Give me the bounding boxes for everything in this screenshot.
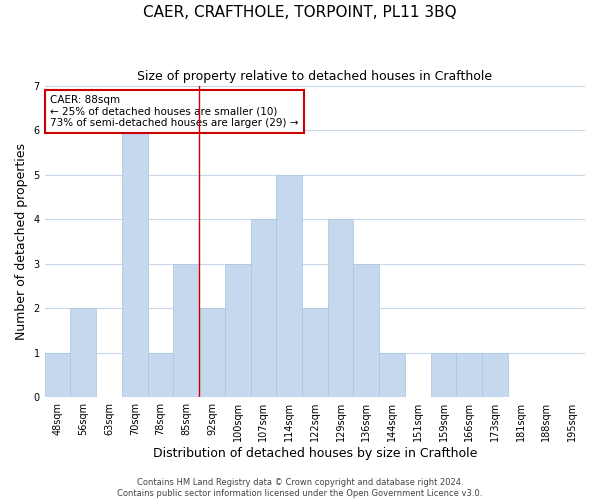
Bar [482, 352, 508, 397]
Bar [199, 308, 225, 397]
Bar [122, 130, 148, 397]
Bar [457, 352, 482, 397]
Bar [302, 308, 328, 397]
Title: Size of property relative to detached houses in Crafthole: Size of property relative to detached ho… [137, 70, 493, 83]
Bar [173, 264, 199, 397]
Bar [70, 308, 96, 397]
Bar [251, 219, 276, 397]
Text: CAER, CRAFTHOLE, TORPOINT, PL11 3BQ: CAER, CRAFTHOLE, TORPOINT, PL11 3BQ [143, 5, 457, 20]
Bar [353, 264, 379, 397]
Y-axis label: Number of detached properties: Number of detached properties [15, 143, 28, 340]
Bar [225, 264, 251, 397]
Text: Contains HM Land Registry data © Crown copyright and database right 2024.
Contai: Contains HM Land Registry data © Crown c… [118, 478, 482, 498]
Bar [328, 219, 353, 397]
Bar [44, 352, 70, 397]
Text: CAER: 88sqm
← 25% of detached houses are smaller (10)
73% of semi-detached house: CAER: 88sqm ← 25% of detached houses are… [50, 95, 299, 128]
Bar [148, 352, 173, 397]
Bar [431, 352, 457, 397]
X-axis label: Distribution of detached houses by size in Crafthole: Distribution of detached houses by size … [152, 447, 477, 460]
Bar [276, 174, 302, 397]
Bar [379, 352, 405, 397]
